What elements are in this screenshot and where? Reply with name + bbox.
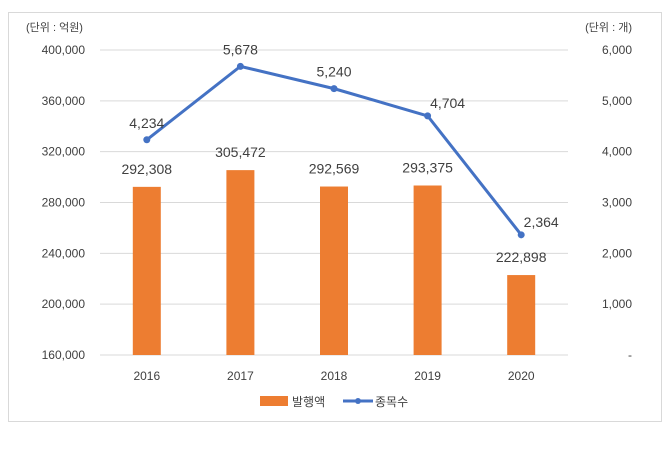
bar-data-label: 292,308 bbox=[121, 161, 172, 177]
line-point bbox=[143, 136, 151, 144]
x-tick-label: 2017 bbox=[227, 369, 254, 383]
line-data-label: 4,704 bbox=[430, 95, 465, 111]
right-tick-label: 4,000 bbox=[602, 145, 632, 159]
bar-data-label: 293,375 bbox=[402, 160, 453, 176]
line-point bbox=[424, 112, 432, 120]
line-point bbox=[236, 62, 244, 70]
left-tick-label: 360,000 bbox=[42, 94, 86, 108]
bar bbox=[413, 185, 442, 355]
legend-line-label: 종목수 bbox=[375, 395, 408, 409]
left-tick-label: 400,000 bbox=[42, 43, 86, 57]
bar bbox=[132, 186, 161, 355]
line-data-label: 5,678 bbox=[223, 41, 258, 57]
bar-data-label: 305,472 bbox=[215, 144, 266, 160]
left-axis-unit: (단위 : 억원) bbox=[26, 21, 83, 34]
left-tick-label: 200,000 bbox=[42, 297, 86, 311]
x-tick-label: 2020 bbox=[508, 369, 535, 383]
right-tick-label: 1,000 bbox=[602, 297, 632, 311]
left-tick-label: 240,000 bbox=[42, 246, 86, 260]
right-tick-label: 3,000 bbox=[602, 196, 632, 210]
x-tick-label: 2018 bbox=[321, 369, 348, 383]
right-axis-unit: (단위 : 개) bbox=[585, 21, 632, 34]
right-tick-label: - bbox=[628, 348, 632, 362]
right-tick-label: 6,000 bbox=[602, 43, 632, 57]
line-data-label: 4,234 bbox=[129, 115, 164, 131]
bar bbox=[320, 186, 348, 355]
bar-data-label: 292,569 bbox=[309, 161, 360, 177]
legend-bar-swatch bbox=[260, 396, 288, 406]
legend-bar-label: 발행액 bbox=[292, 394, 325, 409]
left-tick-label: 280,000 bbox=[42, 196, 86, 210]
bar bbox=[507, 275, 536, 355]
left-tick-label: 160,000 bbox=[42, 348, 86, 362]
line-point bbox=[517, 231, 525, 239]
bar-data-label: 222,898 bbox=[496, 249, 547, 265]
right-tick-label: 2,000 bbox=[602, 246, 632, 260]
bar bbox=[226, 170, 255, 355]
line-data-label: 5,240 bbox=[316, 64, 351, 80]
x-tick-label: 2019 bbox=[414, 369, 441, 383]
right-tick-label: 5,000 bbox=[602, 94, 632, 108]
line-data-label: 2,364 bbox=[524, 214, 559, 230]
x-tick-label: 2016 bbox=[133, 369, 160, 383]
line-point bbox=[330, 85, 338, 93]
legend-line-marker bbox=[355, 398, 361, 404]
left-tick-label: 320,000 bbox=[42, 145, 86, 159]
